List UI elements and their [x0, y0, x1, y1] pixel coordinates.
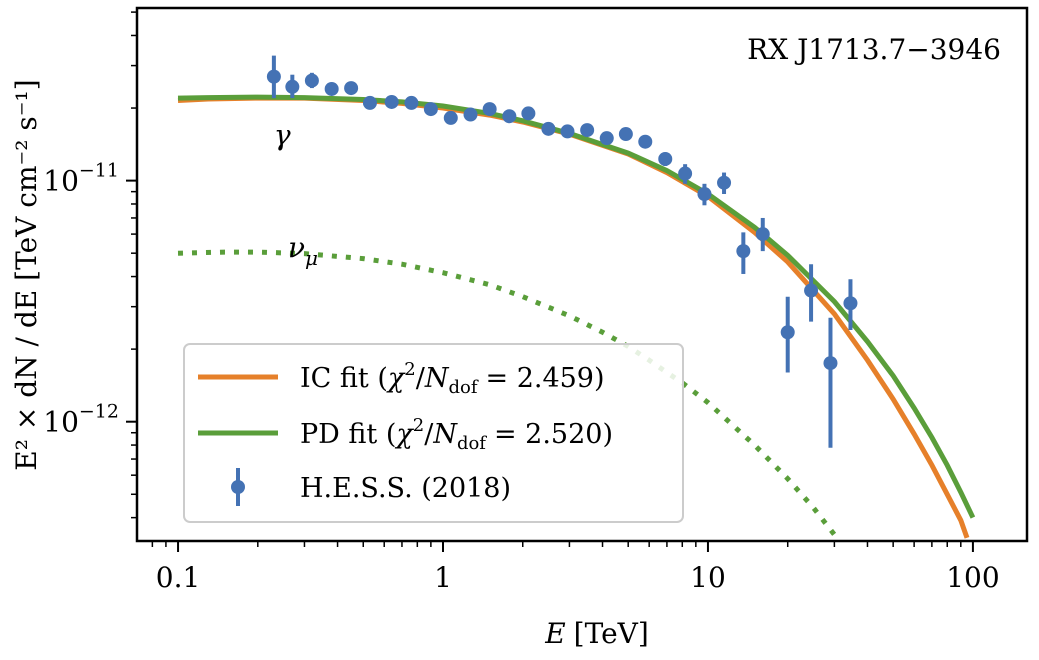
axes-frame — [135, 6, 1029, 543]
hess-point — [521, 106, 536, 121]
hess-point — [324, 81, 339, 96]
hess-point — [580, 123, 595, 138]
x-tick-label: 10 — [690, 561, 726, 594]
hess-point — [443, 110, 458, 125]
hess-point — [599, 131, 614, 146]
hess-point — [823, 356, 838, 371]
hess-point — [362, 95, 377, 110]
x-axis-title: E [TeV] — [544, 617, 649, 650]
source-annotation: RX J1713.7−3946 — [747, 33, 1001, 66]
axes — [135, 6, 1029, 543]
x-axis-title-unit: [TeV] — [574, 617, 649, 650]
hess-point — [780, 325, 795, 340]
x-tick-label: 100 — [946, 561, 999, 594]
hess-point — [404, 95, 419, 110]
legend-label-ic: IC fit (χ2/Ndof = 2.459) — [300, 359, 605, 398]
x-tick-label: 0.1 — [156, 561, 201, 594]
legend-label-pd: PD fit (χ2/Ndof = 2.520) — [300, 415, 613, 454]
hess-point — [344, 81, 359, 96]
legend-pd-prefix: PD fit ( — [300, 419, 396, 450]
hess-point — [482, 102, 497, 117]
hess-point — [717, 175, 732, 190]
legend-pd-value: = 2.520) — [494, 419, 613, 450]
y-tick-label: 10−11 — [43, 160, 119, 198]
hess-point — [755, 227, 770, 242]
hess-point — [266, 69, 281, 84]
ticks: 0.1 1 10 100 10−11 10−12 — [43, 11, 1000, 594]
gamma-label: γ — [274, 119, 291, 152]
y-axis-title: E² × dN / dE [TeV cm⁻² s⁻¹] — [10, 79, 43, 470]
hess-point — [384, 94, 399, 109]
hess-point — [736, 244, 751, 259]
hess-point — [541, 121, 556, 136]
nu-mu-label: νμ — [288, 231, 318, 270]
hess-point — [618, 127, 633, 142]
legend-label-hess: H.E.S.S. (2018) — [300, 473, 511, 504]
hess-point — [423, 102, 438, 117]
y-tick-label: 10−12 — [43, 401, 119, 439]
hess-point — [843, 296, 858, 311]
legend-swatch-hess-marker — [231, 480, 245, 494]
nu-mu-label-base: ν — [288, 231, 305, 264]
series-line-1 — [177, 94, 976, 519]
x-axis-title-var: E — [544, 617, 565, 650]
hess-point — [658, 151, 673, 166]
hess-point — [560, 124, 575, 139]
plot-area — [177, 55, 976, 539]
hess-point — [463, 107, 478, 122]
legend-ic-prefix: IC fit ( — [300, 363, 388, 394]
hess-point — [638, 134, 653, 149]
series-line-2 — [177, 249, 837, 537]
hess-point — [678, 166, 693, 181]
legend-ic-value: = 2.459) — [485, 363, 604, 394]
hess-point — [285, 79, 300, 94]
hess-point — [804, 283, 819, 298]
x-tick-label: 1 — [434, 561, 452, 594]
nu-mu-label-sub: μ — [305, 246, 318, 270]
hess-point — [304, 73, 319, 88]
hess-point — [697, 187, 712, 202]
legend: IC fit (χ2/Ndof = 2.459) PD fit (χ2/Ndof =… — [183, 343, 684, 523]
legend-box — [183, 343, 684, 523]
hess-point — [502, 109, 517, 124]
